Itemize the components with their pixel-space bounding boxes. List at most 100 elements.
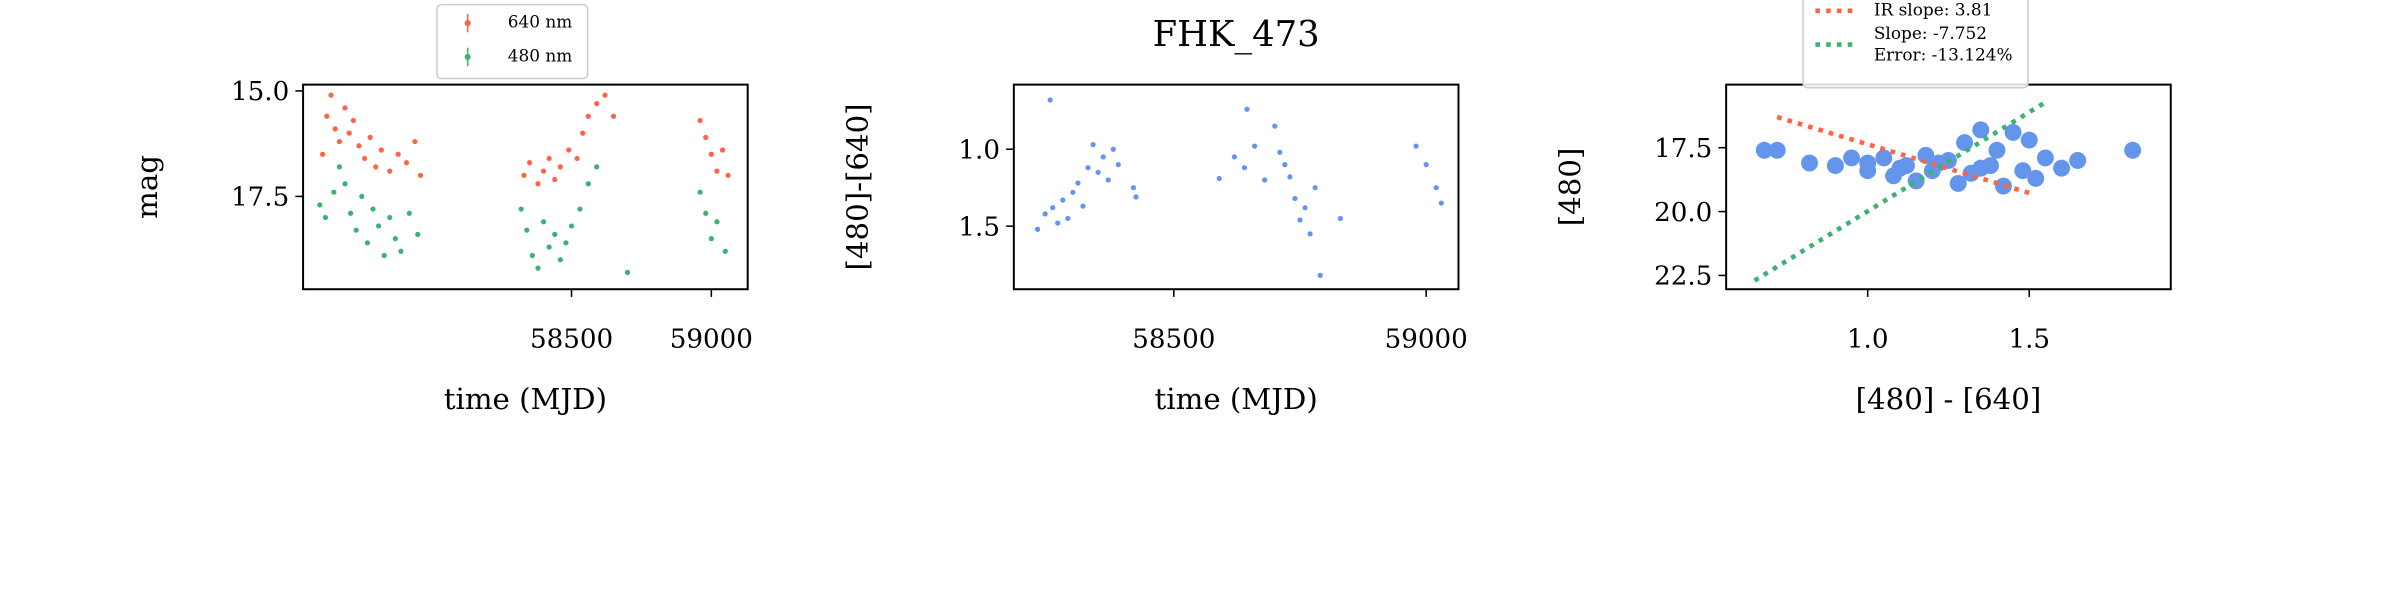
point	[697, 117, 703, 124]
point	[406, 210, 412, 216]
x-axis-label: time (MJD)	[1155, 382, 1318, 416]
chart-title: FHK_473	[1153, 14, 1320, 55]
point	[2053, 159, 2071, 177]
point	[364, 240, 371, 246]
point	[1891, 159, 1909, 177]
point	[328, 92, 334, 98]
point	[1251, 143, 1258, 149]
y-tick-label: 1.5	[958, 212, 1000, 242]
point	[373, 164, 379, 170]
point	[529, 252, 535, 259]
point	[521, 172, 527, 178]
point	[602, 92, 608, 98]
point	[557, 164, 563, 170]
point	[378, 147, 384, 153]
point	[1130, 185, 1137, 191]
x-tick-label: 1.5	[2008, 325, 2050, 355]
point	[1843, 149, 1860, 167]
point	[359, 193, 365, 200]
y-axis-label: mag	[130, 155, 164, 219]
point	[594, 164, 600, 170]
point	[708, 235, 714, 242]
point	[1100, 154, 1106, 160]
point	[1413, 143, 1419, 149]
point	[624, 269, 631, 275]
legend-label: 480 nm	[508, 45, 573, 65]
point	[714, 219, 720, 225]
point	[1277, 149, 1283, 155]
point	[546, 155, 552, 162]
point	[552, 231, 558, 238]
point	[1307, 231, 1313, 237]
point	[1801, 154, 1818, 172]
point	[563, 240, 569, 246]
point	[1090, 142, 1096, 148]
point	[1287, 174, 1293, 180]
point	[594, 100, 600, 107]
point	[1080, 203, 1086, 209]
point	[1972, 159, 1990, 177]
point	[703, 134, 709, 140]
point	[526, 160, 533, 166]
point	[395, 151, 401, 157]
plot-area	[317, 92, 731, 275]
point	[342, 181, 348, 187]
x-tick-label: 1.0	[1847, 325, 1889, 355]
point	[1133, 194, 1139, 200]
point	[708, 151, 714, 157]
point	[1292, 195, 1298, 202]
legend-label: IR slope: 3.81	[1874, 0, 1993, 19]
x-tick-label: 58500	[530, 325, 613, 355]
point	[714, 168, 720, 174]
point	[324, 113, 330, 119]
point	[322, 214, 329, 221]
point	[1095, 169, 1101, 175]
point	[2027, 169, 2045, 187]
point	[1050, 205, 1056, 211]
point	[1055, 220, 1061, 226]
point	[725, 172, 731, 178]
y-tick-label: 1.0	[958, 135, 1000, 165]
point	[1994, 177, 2012, 195]
point	[361, 155, 368, 162]
y-tick-label: 17.5	[1654, 134, 1712, 164]
point	[557, 257, 563, 263]
point	[1241, 165, 1248, 171]
y-tick-label: 22.5	[1654, 262, 1712, 292]
point	[1875, 149, 1893, 167]
point	[697, 189, 703, 195]
point	[2014, 162, 2032, 180]
plot-area	[1034, 97, 1444, 278]
point	[317, 202, 323, 208]
point	[320, 151, 326, 157]
frame	[302, 83, 749, 291]
point	[1297, 217, 1303, 223]
point	[574, 155, 580, 162]
point	[2069, 152, 2087, 169]
y-axis-label: [480]	[1553, 148, 1587, 227]
y-tick-label: 15.0	[231, 77, 289, 107]
point	[353, 227, 359, 233]
point	[392, 235, 398, 242]
point	[387, 214, 393, 221]
point	[1337, 215, 1343, 222]
legend-label: 640 nm	[508, 12, 573, 32]
point	[722, 248, 728, 254]
point	[1262, 177, 1268, 183]
point	[1972, 121, 1990, 139]
point	[381, 252, 387, 259]
point	[387, 168, 393, 174]
frame	[1012, 83, 1460, 291]
point	[1065, 215, 1071, 222]
point	[1042, 211, 1048, 217]
point	[585, 181, 591, 187]
point	[1988, 141, 2006, 159]
point	[417, 172, 424, 178]
point	[1433, 185, 1439, 191]
x-axis-label: [480] - [640]	[1856, 382, 2042, 416]
legend-box	[436, 3, 589, 80]
legend-swatch	[464, 53, 471, 60]
point	[577, 206, 583, 212]
fit-line	[1776, 114, 2030, 196]
point	[540, 219, 547, 225]
